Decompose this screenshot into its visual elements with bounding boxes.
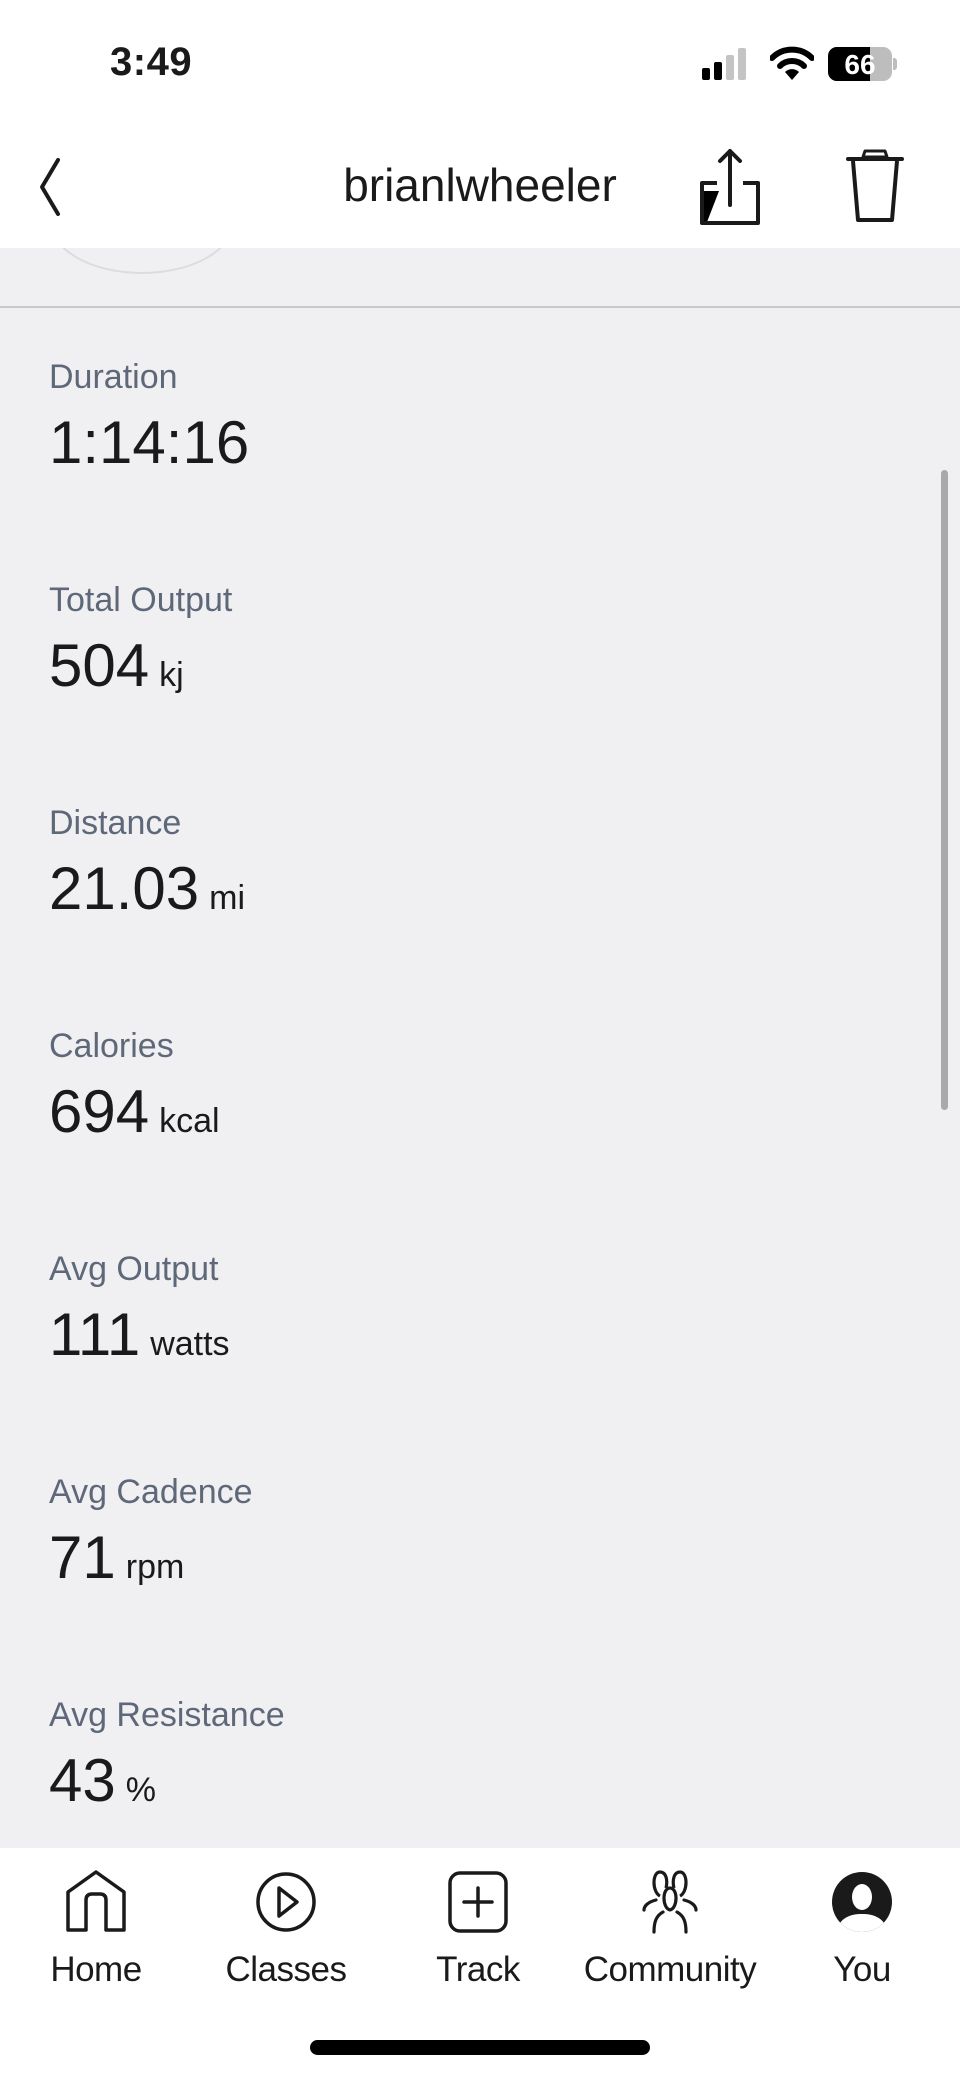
- nav-header: brianlwheeler: [0, 120, 960, 248]
- cellular-signal-icon: [702, 48, 746, 80]
- status-bar: 3:49 66: [0, 0, 960, 120]
- metric-value: 1:14:16: [49, 407, 259, 488]
- metric-label: Total Output: [49, 581, 233, 619]
- home-indicator[interactable]: [310, 2040, 650, 2055]
- tab-label: Classes: [225, 1950, 347, 1989]
- home-icon: [66, 1870, 126, 1932]
- metric-unit: kcal: [159, 1102, 220, 1140]
- metric-avg-cadence: Avg Cadence 71 rpm: [49, 1470, 253, 1603]
- tab-track[interactable]: Track: [382, 1870, 574, 1990]
- metric-unit: rpm: [125, 1548, 185, 1586]
- metric-label: Avg Cadence: [49, 1473, 253, 1511]
- metric-value: 504 kj: [49, 630, 232, 711]
- battery-icon: 66: [828, 47, 892, 81]
- wifi-icon: [770, 46, 814, 80]
- metric-value: 694 kcal: [49, 1076, 220, 1157]
- metric-unit: mi: [209, 879, 246, 917]
- metric-total-output: Total Output 504 kj: [49, 578, 232, 711]
- metric-number: 43: [49, 1747, 116, 1814]
- tab-community[interactable]: Community: [574, 1870, 766, 1990]
- scrollbar[interactable]: [941, 470, 948, 1110]
- metric-value: 21.03 mi: [49, 853, 245, 934]
- metric-number: 504: [49, 632, 150, 699]
- tab-label: You: [833, 1950, 891, 1989]
- tab-you[interactable]: You: [766, 1870, 958, 1990]
- divider: [0, 306, 960, 308]
- metric-avg-resistance: Avg Resistance 43%: [49, 1693, 285, 1826]
- metric-label: Distance: [49, 804, 182, 842]
- metric-number: 694: [49, 1078, 150, 1145]
- metric-label: Duration: [49, 358, 178, 396]
- metric-unit: watts: [150, 1325, 230, 1363]
- community-icon: [642, 1870, 698, 1934]
- metric-label: Calories: [49, 1027, 174, 1065]
- share-icon[interactable]: [690, 145, 770, 225]
- metric-duration: Duration 1:14:16: [49, 355, 259, 488]
- tab-label: Home: [50, 1950, 142, 1989]
- metric-number: 21.03: [49, 855, 200, 922]
- page-title: brianlwheeler: [343, 159, 617, 211]
- metric-avg-output: Avg Output 111 watts: [49, 1247, 230, 1380]
- tab-classes[interactable]: Classes: [190, 1870, 382, 1990]
- metric-value: 111 watts: [49, 1299, 230, 1380]
- battery-nub: [893, 58, 897, 70]
- metric-calories: Calories 694 kcal: [49, 1024, 220, 1157]
- metric-number: 111: [49, 1301, 141, 1368]
- metric-unit: %: [125, 1771, 156, 1809]
- metric-distance: Distance 21.03 mi: [49, 801, 245, 934]
- status-time: 3:49: [110, 40, 193, 84]
- play-circle-icon: [256, 1872, 316, 1932]
- metric-unit: kj: [159, 656, 184, 694]
- plus-square-icon: [448, 1871, 508, 1933]
- tab-label: Community: [583, 1950, 757, 1989]
- metric-label: Avg Output: [49, 1250, 219, 1288]
- metric-value: 71 rpm: [49, 1522, 253, 1603]
- metric-number: 1:14:16: [49, 409, 250, 476]
- tab-label: Track: [436, 1950, 520, 1989]
- metric-value: 43%: [49, 1745, 285, 1826]
- tab-home[interactable]: Home: [0, 1870, 192, 1990]
- chevron-left-icon[interactable]: [20, 150, 80, 220]
- metric-number: 71: [49, 1524, 116, 1591]
- battery-percent: 66: [844, 49, 876, 80]
- metric-label: Avg Resistance: [49, 1696, 285, 1734]
- avatar-icon: [832, 1872, 892, 1932]
- trash-icon[interactable]: [840, 145, 910, 225]
